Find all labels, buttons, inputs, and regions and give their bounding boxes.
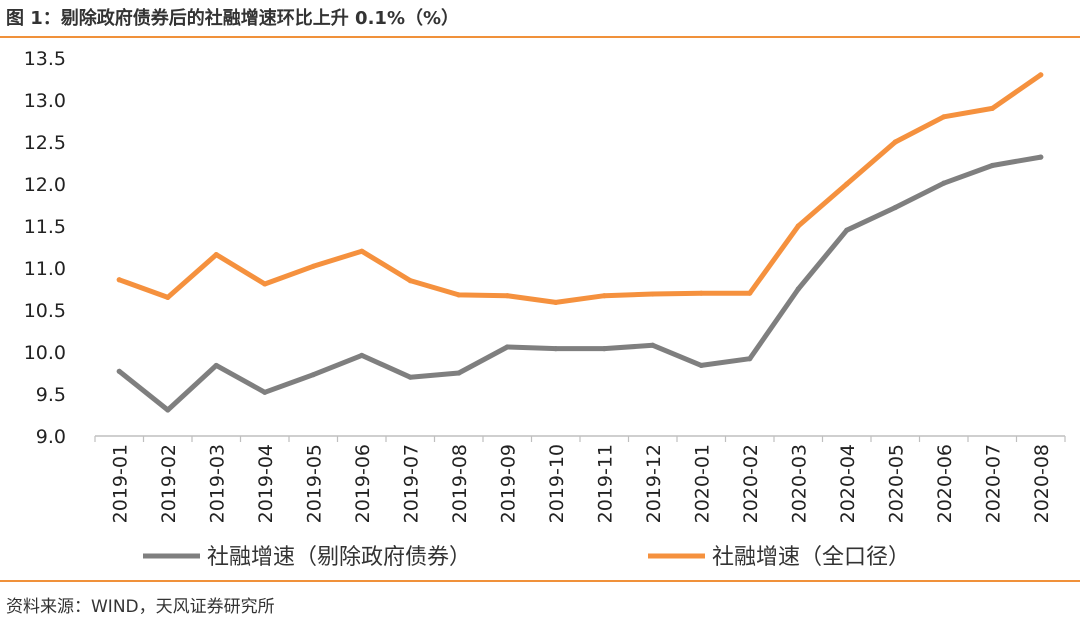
x-tick-label: 2020-05 bbox=[885, 444, 907, 523]
x-tick-label: 2019-09 bbox=[497, 444, 519, 523]
x-tick-label: 2020-07 bbox=[982, 444, 1004, 523]
y-axis-ticks: 9.0 9.5 10.0 10.5 11.0 11.5 12.0 12.5 13.0 13.5 bbox=[24, 48, 66, 448]
data-point bbox=[553, 299, 559, 306]
data-point bbox=[1038, 72, 1044, 78]
data-point bbox=[359, 248, 365, 254]
source-note: 资料来源：WIND，天风证券研究所 bbox=[6, 597, 275, 617]
data-point bbox=[310, 263, 316, 269]
x-tick-label: 2019-04 bbox=[255, 444, 277, 523]
y-tick-label: 9.5 bbox=[36, 384, 66, 406]
x-tick-label: 2020-08 bbox=[1031, 444, 1053, 523]
x-tick-label: 2020-03 bbox=[788, 444, 810, 523]
legend: 社融增速（剔除政府债券） 社融增速（全口径） bbox=[143, 545, 910, 570]
axes bbox=[94, 435, 1066, 442]
data-point bbox=[747, 356, 753, 362]
x-tick-label: 2020-06 bbox=[934, 444, 956, 523]
x-tick-label: 2019-01 bbox=[109, 444, 131, 523]
chart-title: 图 1：剔除政府债券后的社融增速环比上升 0.1%（%） bbox=[6, 8, 460, 29]
data-point bbox=[1038, 154, 1044, 160]
x-tick-label: 2019-03 bbox=[206, 444, 228, 523]
y-tick-label: 10.0 bbox=[24, 342, 66, 364]
y-tick-label: 10.5 bbox=[24, 300, 66, 322]
data-point bbox=[116, 368, 122, 374]
data-point bbox=[844, 227, 850, 233]
data-point bbox=[989, 162, 995, 169]
data-point bbox=[262, 281, 268, 287]
y-tick-label: 9.0 bbox=[36, 426, 66, 448]
data-point bbox=[698, 362, 704, 369]
data-point bbox=[601, 346, 607, 352]
x-tick-label: 2020-02 bbox=[740, 444, 762, 523]
data-point bbox=[747, 290, 753, 296]
x-tick-label: 2019-08 bbox=[449, 444, 471, 523]
data-point bbox=[795, 223, 801, 229]
series-lines bbox=[116, 72, 1044, 413]
data-point bbox=[844, 181, 850, 187]
x-tick-label: 2019-11 bbox=[594, 444, 616, 523]
data-point bbox=[165, 294, 171, 300]
data-point bbox=[892, 139, 898, 145]
series-line-1 bbox=[116, 72, 1044, 305]
x-tick-label: 2019-07 bbox=[400, 444, 422, 523]
data-point bbox=[650, 342, 656, 348]
y-tick-label: 13.5 bbox=[24, 48, 66, 70]
data-point bbox=[795, 286, 801, 292]
data-point bbox=[698, 290, 704, 296]
y-tick-label: 11.5 bbox=[24, 216, 66, 238]
data-point bbox=[310, 372, 316, 378]
data-point bbox=[213, 251, 219, 258]
data-point bbox=[262, 389, 268, 395]
data-point bbox=[165, 407, 171, 413]
data-point bbox=[650, 291, 656, 297]
x-tick-label: 2019-06 bbox=[352, 444, 374, 523]
data-point bbox=[941, 114, 947, 120]
series-line-0 bbox=[116, 154, 1044, 413]
data-point bbox=[407, 374, 413, 380]
data-point bbox=[553, 346, 559, 352]
data-point bbox=[941, 180, 947, 186]
top-divider bbox=[0, 36, 1080, 38]
data-point bbox=[456, 292, 462, 298]
legend-label: 社融增速（剔除政府债券） bbox=[207, 545, 471, 570]
data-point bbox=[407, 278, 413, 284]
y-tick-label: 13.0 bbox=[24, 90, 66, 112]
x-tick-label: 2019-12 bbox=[643, 444, 665, 523]
data-point bbox=[989, 105, 995, 111]
legend-label: 社融增速（全口径） bbox=[712, 545, 910, 570]
x-tick-label: 2020-01 bbox=[691, 444, 713, 523]
y-tick-label: 12.0 bbox=[24, 174, 66, 196]
data-point bbox=[359, 352, 365, 358]
line-chart: 9.0 9.5 10.0 10.5 11.0 11.5 12.0 12.5 13.0 13.5 2… bbox=[24, 48, 1066, 570]
data-point bbox=[892, 204, 898, 211]
data-point bbox=[116, 277, 122, 283]
data-point bbox=[213, 362, 219, 369]
y-tick-label: 12.5 bbox=[24, 132, 66, 154]
data-point bbox=[456, 370, 462, 376]
data-point bbox=[504, 293, 510, 299]
x-tick-label: 2019-02 bbox=[158, 444, 180, 523]
data-point bbox=[504, 344, 510, 350]
x-tick-label: 2020-04 bbox=[837, 444, 859, 523]
y-tick-label: 11.0 bbox=[24, 258, 66, 280]
bottom-divider bbox=[0, 580, 1080, 582]
x-axis-ticks: 2019-01 2019-02 2019-03 2019-04 2019-05 2019-… bbox=[109, 444, 1053, 523]
x-tick-label: 2019-05 bbox=[303, 444, 325, 523]
x-tick-label: 2019-10 bbox=[546, 444, 568, 523]
data-point bbox=[601, 293, 607, 299]
